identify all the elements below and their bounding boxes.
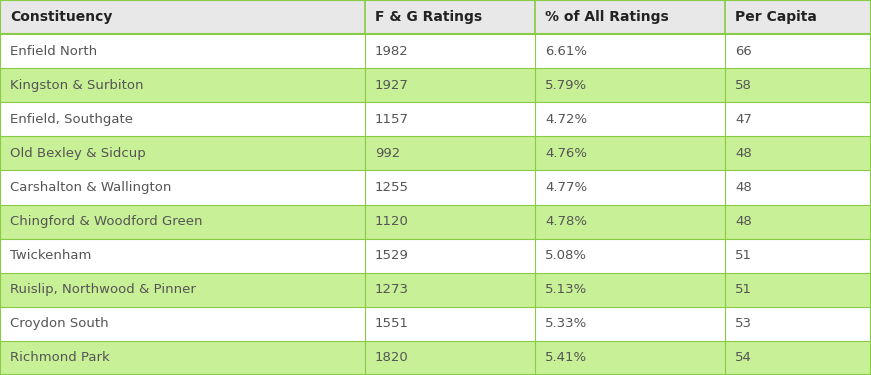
Bar xyxy=(365,170,535,204)
Text: 48: 48 xyxy=(735,147,752,160)
Text: 6.61%: 6.61% xyxy=(545,45,587,57)
Text: 54: 54 xyxy=(735,351,752,364)
Text: 1529: 1529 xyxy=(375,249,408,262)
Text: 1982: 1982 xyxy=(375,45,408,57)
Bar xyxy=(365,307,535,341)
Bar xyxy=(725,273,871,307)
Text: 5.33%: 5.33% xyxy=(545,317,587,330)
Bar xyxy=(0,238,365,273)
Text: 4.77%: 4.77% xyxy=(545,181,587,194)
Bar xyxy=(0,341,365,375)
Text: 51: 51 xyxy=(735,249,752,262)
Bar xyxy=(725,341,871,375)
Text: Croydon South: Croydon South xyxy=(10,317,109,330)
Bar xyxy=(365,68,535,102)
Text: Chingford & Woodford Green: Chingford & Woodford Green xyxy=(10,215,202,228)
Bar xyxy=(0,307,365,341)
Bar xyxy=(725,102,871,136)
Text: 58: 58 xyxy=(735,79,752,92)
Bar xyxy=(535,102,725,136)
Bar xyxy=(0,136,365,170)
Bar xyxy=(0,170,365,204)
Text: Richmond Park: Richmond Park xyxy=(10,351,110,364)
Bar xyxy=(0,273,365,307)
Text: 66: 66 xyxy=(735,45,752,57)
Bar xyxy=(725,170,871,204)
Bar xyxy=(725,204,871,238)
Text: % of All Ratings: % of All Ratings xyxy=(545,10,669,24)
Bar xyxy=(535,273,725,307)
Text: 992: 992 xyxy=(375,147,401,160)
Text: 5.08%: 5.08% xyxy=(545,249,587,262)
Bar xyxy=(535,307,725,341)
Bar xyxy=(365,102,535,136)
Text: Twickenham: Twickenham xyxy=(10,249,91,262)
Text: 1157: 1157 xyxy=(375,113,409,126)
Text: 4.72%: 4.72% xyxy=(545,113,587,126)
Bar xyxy=(725,34,871,68)
Bar xyxy=(365,136,535,170)
Bar xyxy=(0,0,365,34)
Text: 5.79%: 5.79% xyxy=(545,79,587,92)
Text: 1820: 1820 xyxy=(375,351,408,364)
Bar xyxy=(535,136,725,170)
Bar xyxy=(535,0,725,34)
Text: 47: 47 xyxy=(735,113,752,126)
Bar xyxy=(535,238,725,273)
Bar xyxy=(725,0,871,34)
Bar xyxy=(725,136,871,170)
Text: Ruislip, Northwood & Pinner: Ruislip, Northwood & Pinner xyxy=(10,283,196,296)
Text: 48: 48 xyxy=(735,215,752,228)
Bar xyxy=(365,273,535,307)
Bar xyxy=(535,341,725,375)
Text: 5.13%: 5.13% xyxy=(545,283,587,296)
Bar xyxy=(535,34,725,68)
Text: 1120: 1120 xyxy=(375,215,408,228)
Bar xyxy=(365,0,535,34)
Text: Kingston & Surbiton: Kingston & Surbiton xyxy=(10,79,144,92)
Text: Constituency: Constituency xyxy=(10,10,112,24)
Bar xyxy=(365,238,535,273)
Text: 48: 48 xyxy=(735,181,752,194)
Text: 1273: 1273 xyxy=(375,283,409,296)
Text: Old Bexley & Sidcup: Old Bexley & Sidcup xyxy=(10,147,145,160)
Text: F & G Ratings: F & G Ratings xyxy=(375,10,483,24)
Text: 5.41%: 5.41% xyxy=(545,351,587,364)
Bar xyxy=(365,341,535,375)
Bar xyxy=(535,170,725,204)
Text: 1551: 1551 xyxy=(375,317,409,330)
Bar xyxy=(0,68,365,102)
Text: 4.78%: 4.78% xyxy=(545,215,587,228)
Bar xyxy=(0,102,365,136)
Bar xyxy=(365,204,535,238)
Bar xyxy=(535,204,725,238)
Bar xyxy=(725,68,871,102)
Bar xyxy=(0,204,365,238)
Bar xyxy=(365,34,535,68)
Bar xyxy=(725,238,871,273)
Text: 53: 53 xyxy=(735,317,752,330)
Text: Per Capita: Per Capita xyxy=(735,10,817,24)
Text: Enfield North: Enfield North xyxy=(10,45,98,57)
Text: 1927: 1927 xyxy=(375,79,408,92)
Text: Carshalton & Wallington: Carshalton & Wallington xyxy=(10,181,172,194)
Text: 4.76%: 4.76% xyxy=(545,147,587,160)
Bar xyxy=(725,307,871,341)
Bar xyxy=(535,68,725,102)
Text: 51: 51 xyxy=(735,283,752,296)
Text: 1255: 1255 xyxy=(375,181,409,194)
Text: Enfield, Southgate: Enfield, Southgate xyxy=(10,113,133,126)
Bar xyxy=(0,34,365,68)
